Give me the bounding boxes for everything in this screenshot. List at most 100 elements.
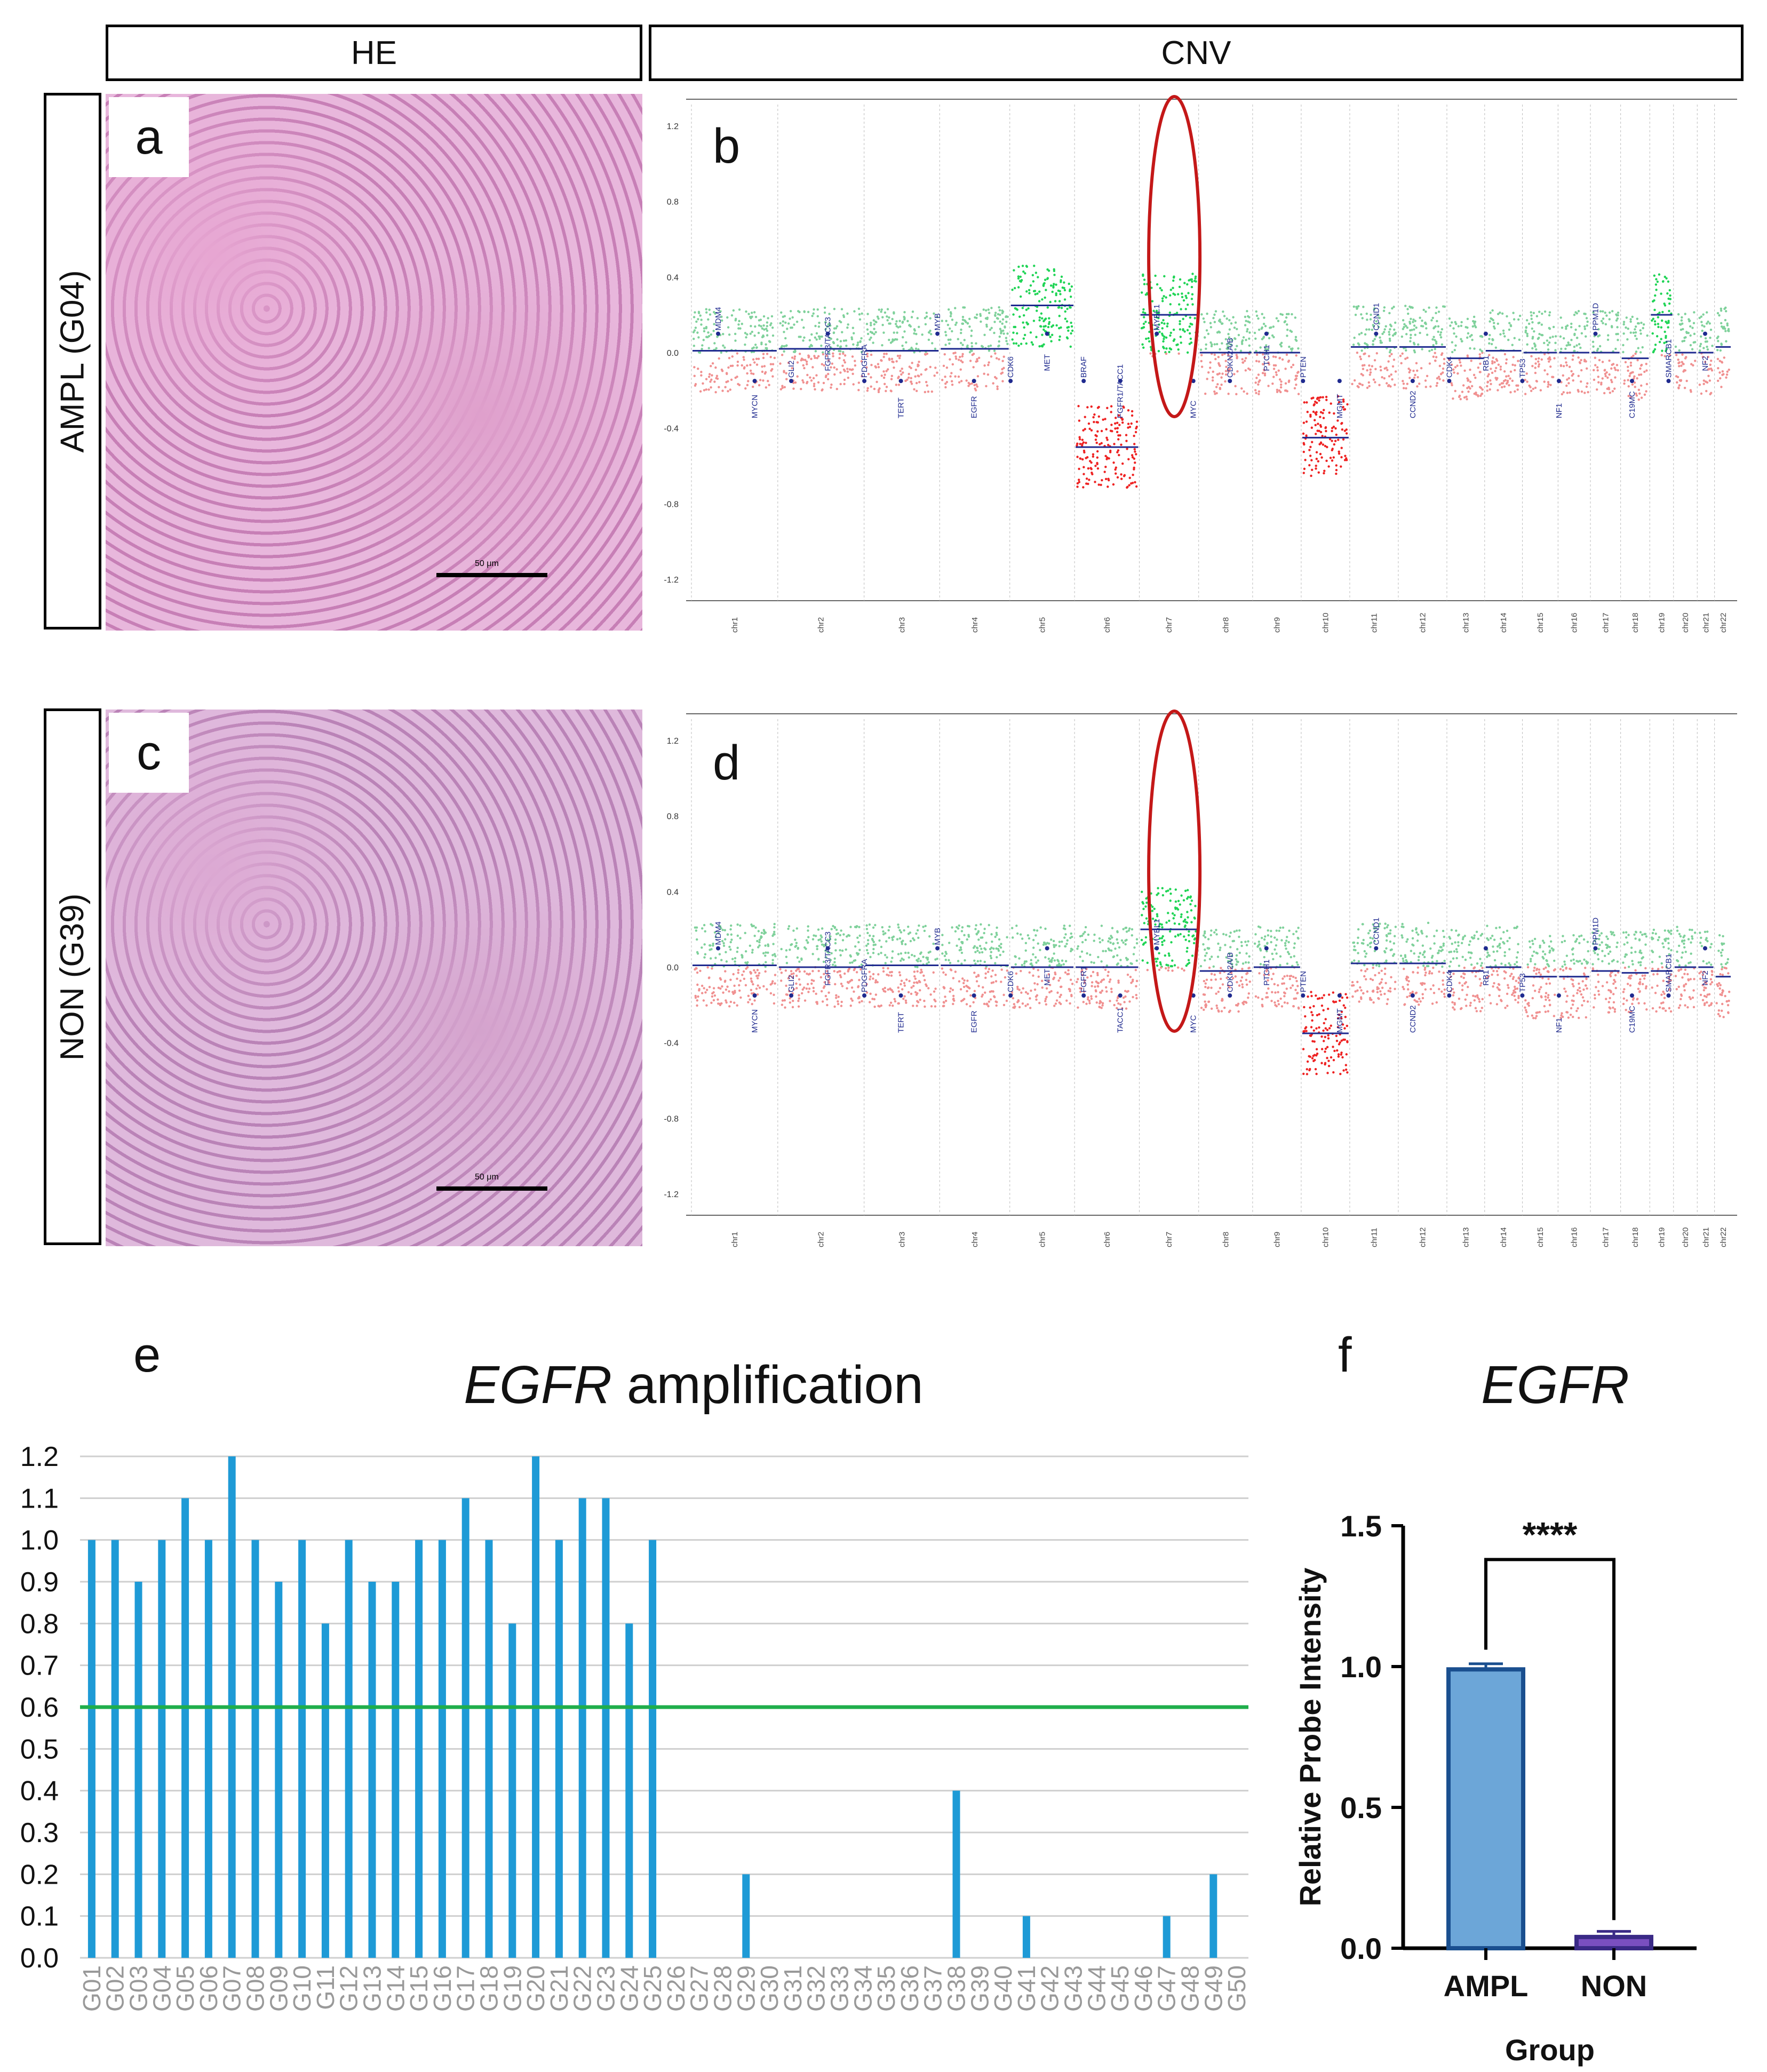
cnv-probe-point bbox=[1385, 325, 1387, 328]
cnv-probe-point bbox=[983, 932, 985, 934]
cnv-probe-point bbox=[1172, 912, 1174, 914]
cnv-probe-point bbox=[1315, 1073, 1317, 1075]
cnv-probe-point bbox=[1000, 981, 1002, 983]
cnv-probe-point bbox=[987, 1005, 989, 1007]
cnv-probe-point bbox=[1095, 995, 1097, 998]
cnv-probe-point bbox=[1565, 344, 1567, 346]
cnv-probe-point bbox=[789, 317, 791, 320]
cnv-probe-point bbox=[805, 947, 807, 950]
cnv-probe-point bbox=[1056, 964, 1058, 966]
cnv-probe-point bbox=[949, 358, 951, 361]
cnv-probe-point bbox=[1002, 310, 1004, 313]
cnv-probe-point bbox=[1677, 313, 1680, 315]
cnv-probe-point bbox=[1459, 982, 1461, 984]
cnv-gene-label: MGMT bbox=[1335, 394, 1344, 418]
cnv-probe-point bbox=[1060, 986, 1062, 988]
cnv-probe-point bbox=[1601, 320, 1603, 322]
cnv-probe-point bbox=[1029, 997, 1031, 999]
cnv-probe-point bbox=[961, 322, 963, 324]
cnv-probe-point bbox=[961, 930, 963, 932]
cnv-probe-point bbox=[834, 942, 837, 944]
cnv-probe-point bbox=[1368, 385, 1370, 387]
cnv-probe-point bbox=[837, 345, 839, 347]
cnv-probe-point bbox=[1215, 392, 1217, 394]
cnv-probe-point bbox=[1060, 994, 1062, 996]
cnv-probe-point bbox=[1037, 942, 1039, 944]
cnv-probe-point bbox=[1127, 426, 1129, 428]
cnv-probe-point bbox=[1000, 968, 1002, 970]
cnv-probe-point bbox=[990, 307, 992, 309]
cnv-probe-point bbox=[1037, 969, 1039, 971]
cnv-probe-point bbox=[918, 326, 920, 328]
cnv-probe-point bbox=[1669, 298, 1672, 300]
cnv-probe-point bbox=[1105, 436, 1108, 439]
cnv-probe-point bbox=[1113, 1004, 1115, 1006]
cnv-probe-point bbox=[737, 969, 739, 971]
cnv-probe-point bbox=[1115, 466, 1117, 468]
cnv-probe-point bbox=[1241, 976, 1243, 978]
cnv-probe-point bbox=[1164, 954, 1166, 957]
cnv-probe-point bbox=[1560, 365, 1562, 367]
cnv-probe-point bbox=[1410, 318, 1412, 320]
cnv-probe-point bbox=[1050, 959, 1052, 961]
cnv-probe-point bbox=[736, 947, 738, 949]
cnv-probe-point bbox=[954, 352, 956, 354]
cnv-probe-point bbox=[1177, 900, 1180, 902]
cnv-probe-point bbox=[1433, 992, 1435, 994]
cnv-gene-label: SMARCB1 bbox=[1664, 339, 1673, 378]
cnv-probe-point bbox=[835, 327, 837, 329]
cnv-probe-point bbox=[813, 377, 815, 379]
cnv-probe-point bbox=[1235, 322, 1237, 324]
cnv-probe-point bbox=[821, 927, 823, 929]
cnv-probe-point bbox=[1606, 388, 1609, 390]
cnv-probe-point bbox=[1157, 892, 1159, 894]
cnv-probe-point bbox=[925, 925, 927, 927]
cnv-probe-point bbox=[1173, 276, 1175, 278]
cnv-probe-point bbox=[1357, 942, 1359, 944]
cnv-probe-point bbox=[807, 925, 809, 927]
cnv-gene-marker bbox=[1630, 379, 1634, 383]
cnv-probe-point bbox=[974, 951, 976, 953]
cnv-gene-label: PPM1D bbox=[1591, 303, 1600, 331]
cnv-probe-point bbox=[1466, 994, 1468, 996]
cnv-probe-point bbox=[707, 331, 709, 333]
cnv-probe-point bbox=[1538, 333, 1540, 335]
cnv-probe-point bbox=[866, 387, 869, 389]
cnv-probe-point bbox=[761, 365, 763, 368]
cnv-probe-point bbox=[764, 970, 766, 973]
cnv-probe-point bbox=[899, 937, 901, 939]
cnv-probe-point bbox=[743, 366, 745, 368]
cnv-probe-point bbox=[1419, 1000, 1421, 1002]
cnv-probe-point bbox=[1094, 465, 1096, 467]
cnv-probe-point bbox=[883, 356, 885, 358]
cnv-probe-point bbox=[1214, 358, 1216, 360]
cnv-probe-point bbox=[1328, 1027, 1331, 1029]
cnv-probe-point bbox=[1408, 995, 1411, 997]
cnv-probe-point bbox=[908, 991, 910, 993]
cnv-probe-point bbox=[842, 353, 844, 355]
cnv-probe-point bbox=[1364, 333, 1366, 336]
cnv-probe-point bbox=[912, 310, 914, 313]
cnv-probe-point bbox=[1369, 942, 1371, 944]
cnv-probe-point bbox=[1338, 450, 1340, 452]
cnv-probe-point bbox=[1219, 348, 1221, 350]
cnv-probe-point bbox=[714, 366, 717, 369]
cnv-probe-point bbox=[706, 989, 708, 991]
cnv-probe-point bbox=[1203, 980, 1205, 982]
cnv-probe-point bbox=[901, 941, 903, 943]
cnv-probe-point bbox=[1559, 316, 1562, 318]
cnv-probe-point bbox=[942, 1005, 944, 1007]
cnv-probe-point bbox=[1336, 1049, 1338, 1051]
cnv-probe-point bbox=[1706, 311, 1708, 313]
cnv-probe-point bbox=[1089, 954, 1091, 956]
cnv-probe-point bbox=[887, 929, 889, 931]
cnv-probe-point bbox=[758, 357, 760, 360]
cnv-probe-point bbox=[1088, 1000, 1091, 1002]
cnv-probe-point bbox=[1351, 981, 1354, 983]
cnv-probe-point bbox=[1236, 981, 1238, 983]
cnv-probe-point bbox=[797, 947, 799, 949]
cnv-probe-point bbox=[810, 358, 812, 360]
cnv-probe-point bbox=[1219, 949, 1221, 951]
cnv-probe-point bbox=[1001, 360, 1004, 362]
cnv-probe-point bbox=[852, 327, 854, 329]
